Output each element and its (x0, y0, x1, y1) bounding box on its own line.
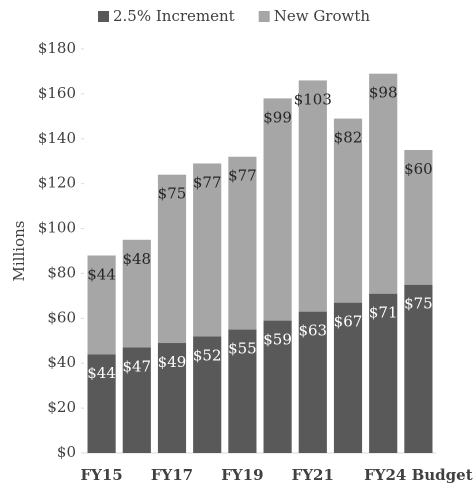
bar-segment (298, 311, 327, 453)
value-label: $63 (298, 322, 327, 340)
value-label: $52 (193, 346, 222, 364)
value-label: $71 (369, 304, 398, 322)
legend-label: New Growth (274, 7, 371, 25)
bar-segment (263, 320, 292, 453)
value-label: $67 (334, 313, 363, 331)
bar-segment (228, 156, 257, 330)
bar-segment (228, 329, 257, 453)
y-tick-label: $20 (47, 398, 76, 416)
bar-segment (404, 284, 433, 453)
value-label: $103 (294, 90, 332, 108)
value-label: $55 (228, 340, 257, 358)
y-tick-label: $0 (57, 443, 76, 461)
value-label: $98 (369, 84, 398, 102)
value-label: $44 (87, 364, 116, 382)
bar-segment (298, 80, 327, 312)
legend-swatch (258, 11, 270, 22)
value-label: $75 (158, 185, 187, 203)
value-label: $47 (122, 358, 151, 376)
value-label: $48 (122, 250, 151, 268)
bar-segment (157, 343, 187, 453)
value-label: $59 (263, 331, 292, 349)
bar-segment (333, 118, 363, 303)
y-tick-label: $100 (38, 219, 76, 237)
x-tick-label: FY21 (292, 466, 334, 484)
y-tick-label: $120 (38, 174, 76, 192)
bar-segment (263, 98, 292, 321)
x-tick-label: FY17 (151, 466, 193, 484)
bar-segment (122, 347, 151, 453)
value-label: $99 (263, 108, 292, 126)
x-tick-label: FY15 (80, 466, 122, 484)
value-label: $75 (404, 295, 433, 313)
bar-segment (157, 174, 187, 344)
value-label: $49 (158, 353, 187, 371)
value-label: $44 (87, 265, 116, 283)
value-label: $77 (228, 167, 257, 185)
legend-swatch (98, 11, 109, 22)
value-label: $77 (193, 173, 222, 191)
x-tick-label: FY24 Budget (364, 466, 473, 484)
y-tick-label: $80 (47, 263, 76, 281)
bar-segment (333, 302, 363, 453)
y-tick-label: $140 (38, 129, 76, 147)
value-label: $60 (404, 160, 433, 178)
legend-label: 2.5% Increment (113, 7, 235, 25)
y-tick-label: $160 (38, 84, 76, 102)
y-tick-label: $180 (38, 39, 76, 57)
bar-segment (193, 336, 222, 453)
y-tick-label: $60 (47, 308, 76, 326)
y-tick-label: $40 (47, 353, 76, 371)
y-axis-label: Millions (10, 221, 28, 282)
bar-segment (369, 73, 398, 294)
bar-segment (193, 163, 222, 337)
bar-segment (369, 293, 398, 453)
bar-segment (122, 239, 151, 348)
value-label: $82 (334, 129, 363, 147)
bar-segment (87, 255, 116, 355)
x-tick-label: FY19 (221, 466, 263, 484)
bar-segment (87, 354, 116, 453)
bar-segment (404, 150, 433, 285)
